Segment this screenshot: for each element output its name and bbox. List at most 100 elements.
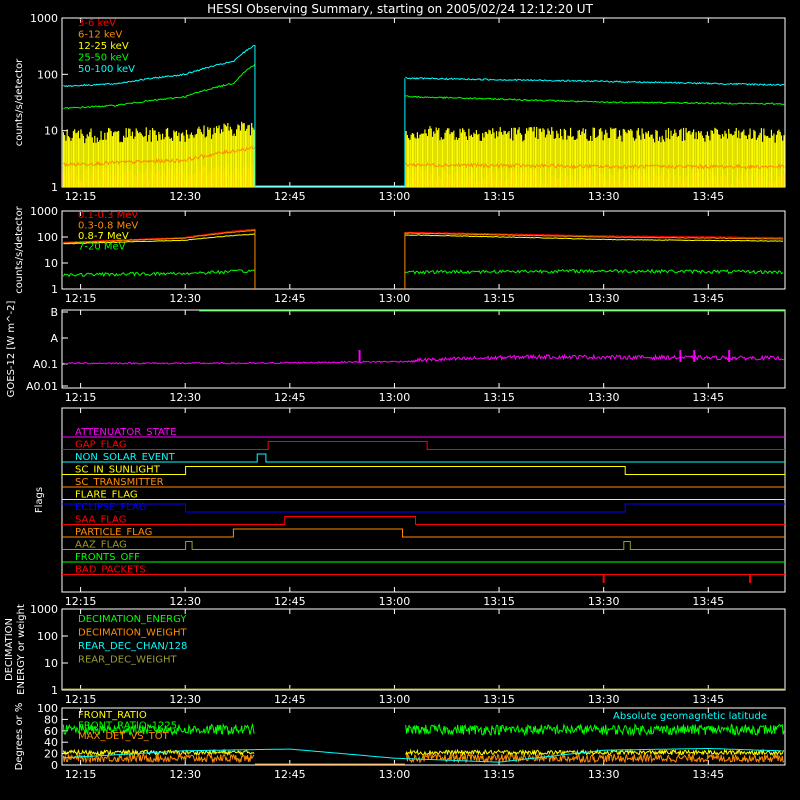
series-line-7-20 MeV [62,268,784,278]
x-tick-label: 13:30 [588,595,620,608]
y-tick-label: 1 [51,283,58,296]
flag-label: SAA_FLAG [75,515,126,526]
x-tick-label: 12:15 [65,693,97,706]
x-tick-label: 12:45 [274,190,306,203]
legend-entry: 3-6 keV [78,18,116,29]
flag-line-AAZ_FLAG [62,541,785,550]
x-tick-label: 12:15 [65,595,97,608]
x-tick-label: 13:45 [692,391,724,404]
x-tick-label: 12:45 [274,391,306,404]
panel-goes-frame [61,309,786,389]
panels: 12:15 12:30 12:45 13:00 13:15 13:30 13:4511010… [4,12,786,781]
flag-label: ECLIPSE_FLAG [75,502,146,513]
legend-entry: DECIMATION_WEIGHT [78,628,187,639]
y-axis-label: counts/s/detector [14,58,25,146]
series-line-0.1-0.3 MeV [63,228,784,243]
legend-entry: FRONT_RATIO_1225 [78,721,177,732]
series-line-FRONT_RATIO [62,748,785,757]
x-tick-label: 13:30 [588,693,620,706]
x-tick-label: 13:15 [483,391,515,404]
flag-label: FRONTS_OFF [75,552,140,563]
panel-high-energy-frame [61,210,786,290]
y-tick-label: 10 [44,657,58,670]
x-tick-label: 13:00 [379,595,411,608]
flag-label: FLARE_FLAG [75,490,138,501]
flag-label: NON_SOLAR_EVENT [75,452,176,463]
series-line-50-100 keV [63,44,785,88]
x-tick-label: 12:30 [169,391,201,404]
flag-line-ECLIPSE_FLAG [62,503,785,513]
x-tick-label: 12:15 [65,391,97,404]
y-axis-label: counts/s/detector [14,205,25,293]
legend-entry: 25-50 keV [78,53,129,64]
x-tick-label: 13:15 [483,595,515,608]
series-line-MAX_DET_VS_TOT [62,752,785,764]
y-tick-label: 80 [44,713,58,726]
y-axis-label: DECIMATION [4,618,15,681]
x-tick-label: 13:15 [483,292,515,305]
x-tick-label: 12:15 [65,292,97,305]
legend-entry: 0.3-0.8 MeV [78,221,138,232]
x-tick-label: 13:15 [483,693,515,706]
y-tick-label: 1000 [30,603,58,616]
x-tick-label: 12:30 [169,693,201,706]
x-tick-label: 13:15 [483,190,515,203]
y-tick-label: 10 [44,125,58,138]
y-tick-label: 100 [37,630,58,643]
series-line-geomagnetic-latitude [63,748,782,763]
goes-series-line [63,353,785,365]
x-tick-label: 12:45 [274,693,306,706]
series-line-6-12 keV [63,145,785,170]
x-tick-label: 12:45 [274,595,306,608]
y-axis-label: Flags [34,487,45,513]
y-tick-label: A0.01 [26,380,58,393]
flag-label: AAZ_FLAG [75,540,127,551]
x-tick-label: 13:30 [588,768,620,781]
flag-label: BAD_PACKETS [75,565,146,576]
x-tick-label: 13:30 [588,190,620,203]
x-tick-label: 12:30 [169,595,201,608]
x-tick-label: 12:30 [169,768,201,781]
x-tick-label: 13:45 [692,595,724,608]
y-tick-label: 1 [51,181,58,194]
y-tick-label: B [50,306,58,319]
legend-entry: 6-12 keV [78,30,122,41]
legend-entry: 7-20 MeV [78,242,126,253]
y-tick-label: 100 [37,68,58,81]
x-tick-label: 13:45 [692,190,724,203]
legend-entry: 0.1-0.3 MeV [78,210,138,221]
x-tick-label: 12:15 [65,768,97,781]
legend-entry: FRONT_RATIO [78,710,147,721]
y-tick-label: 40 [44,736,58,749]
flag-label: SC_IN_SUNLIGHT [75,465,161,476]
legend-entry: REAR_DEC_CHAN/128 [78,641,187,652]
y-tick-label: 1000 [30,12,58,25]
flag-line-SC_IN_SUNLIGHT [62,466,785,475]
y-tick-label: 1000 [30,205,58,218]
flag-label: ATTENUATOR_STATE [75,427,176,438]
y-tick-label: 10 [44,257,58,270]
y-axis-label: Degrees or % [14,703,25,771]
annotation-geomagnetic: Absolute geomagnetic latitude [613,711,767,722]
x-tick-label: 13:00 [379,693,411,706]
legend-entry: MAX_DET_VS_TOT [78,731,170,742]
x-tick-label: 13:15 [483,768,515,781]
y-tick-label: 0 [51,759,58,772]
flag-line-PARTICLE_FLAG [62,528,785,538]
x-tick-label: 13:00 [379,190,411,203]
series-line-25-50 keV [63,64,785,110]
x-tick-label: 13:30 [588,292,620,305]
x-tick-label: 13:45 [692,292,724,305]
y-tick-label: 100 [37,702,58,715]
series-line-FRONT_RATIO_1225 [62,722,785,737]
y-tick-label: 20 [44,748,58,761]
x-tick-label: 12:30 [169,292,201,305]
flag-line-GAP_FLAG [62,441,785,450]
y-tick-label: 60 [44,725,58,738]
figure-title: HESSI Observing Summary, starting on 200… [207,2,593,16]
x-tick-label: 13:00 [379,292,411,305]
y-tick-label: 100 [37,231,58,244]
panel-decimation-frame [61,608,786,691]
legend-entry: 0.8-7 MeV [78,231,129,242]
